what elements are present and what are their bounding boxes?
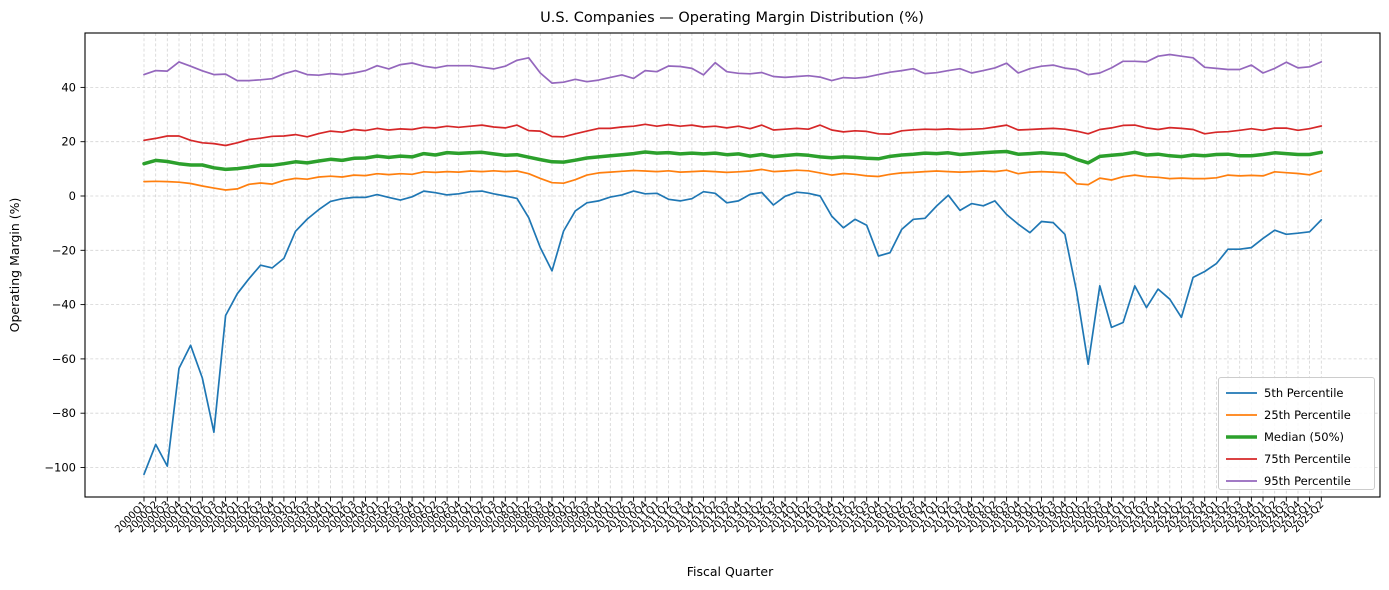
- x-axis-ticks: [143, 497, 1322, 502]
- y-tick-label: 20: [61, 135, 76, 149]
- legend-box: [1218, 377, 1375, 490]
- series-line-25th-percentile: [143, 168, 1323, 191]
- legend-label: 5th Percentile: [1264, 386, 1344, 400]
- chart-title: U.S. Companies — Operating Margin Distri…: [540, 10, 924, 26]
- y-axis-tick-labels: 40 20 0 −20 −40 −60 −80 −100: [44, 80, 76, 474]
- legend-label: 95th Percentile: [1264, 474, 1351, 488]
- legend-label: 25th Percentile: [1264, 408, 1351, 422]
- series-line-median-50-: [142, 149, 1324, 172]
- plot-border: [84, 32, 1381, 498]
- series-line-95th-percentile: [143, 53, 1323, 84]
- legend-label: 75th Percentile: [1264, 452, 1351, 466]
- y-tick-label: 0: [69, 189, 76, 203]
- y-axis-ticks: [80, 86, 85, 468]
- x-axis-label: Fiscal Quarter: [687, 564, 774, 579]
- series-line-75th-percentile: [143, 123, 1323, 147]
- y-tick-label: −20: [52, 243, 76, 257]
- legend-label: Median (50%): [1264, 430, 1344, 444]
- gridlines: [85, 33, 1380, 497]
- y-tick-label: 40: [61, 80, 76, 94]
- y-tick-label: −60: [52, 352, 76, 366]
- data-series: [142, 53, 1324, 476]
- y-axis-label: Operating Margin (%): [7, 198, 22, 333]
- x-axis-tick-labels: 2000Q12000Q22000Q32000Q42001Q12001Q22001…: [113, 499, 1326, 535]
- y-tick-label: −80: [52, 406, 76, 420]
- legend: 5th Percentile 25th Percentile Median (50%…: [1218, 377, 1375, 490]
- series-line-5th-percentile: [143, 190, 1323, 476]
- y-tick-label: −40: [52, 298, 76, 312]
- y-tick-label: −100: [44, 461, 76, 475]
